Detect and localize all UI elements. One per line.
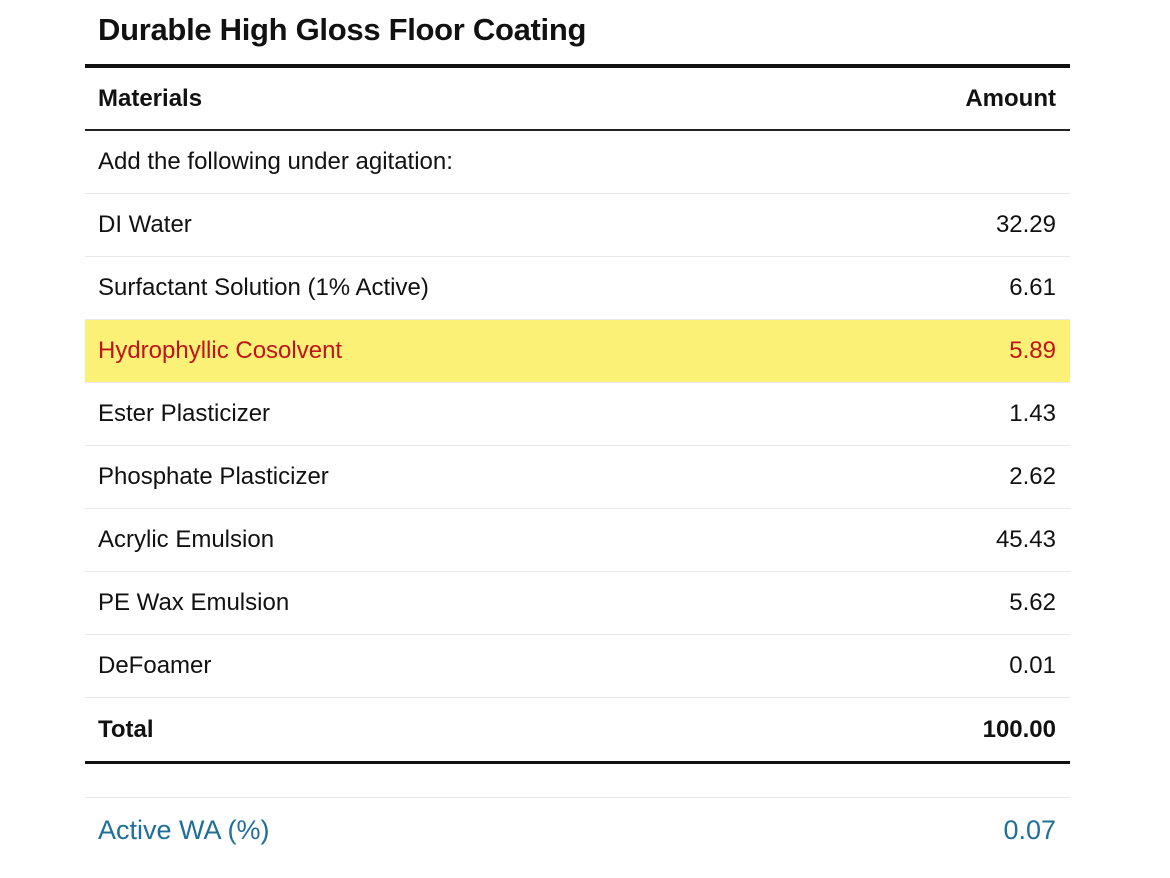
amount-column-header: Amount: [965, 84, 1056, 112]
materials-column-header: Materials: [98, 84, 203, 112]
material-name: Hydrophyllic Cosolvent: [98, 337, 343, 364]
material-amount: 2.62: [1009, 463, 1056, 490]
material-amount: 6.61: [1009, 274, 1056, 301]
top-rule: [85, 64, 1070, 68]
instruction-text: Add the following under agitation:: [98, 148, 453, 175]
active-wa-label: Active WA (%): [98, 814, 270, 845]
material-amount: 32.29: [995, 211, 1056, 238]
table-header-row: Materials Amount: [85, 68, 1070, 131]
material-amount: 45.43: [995, 526, 1056, 553]
active-wa-value: 0.07: [1003, 814, 1056, 845]
table-row: DeFoamer 0.01: [85, 635, 1070, 698]
material-name: Surfactant Solution (1% Active): [98, 274, 429, 301]
material-amount: 5.62: [1009, 589, 1056, 616]
table-row: Phosphate Plasticizer 2.62: [85, 446, 1070, 509]
material-name: PE Wax Emulsion: [98, 589, 290, 616]
total-amount: 100.00: [982, 715, 1056, 743]
material-amount: 0.01: [1009, 652, 1056, 679]
table-row: Acrylic Emulsion 45.43: [85, 509, 1070, 572]
table-row: Surfactant Solution (1% Active) 6.61: [85, 257, 1070, 320]
table-row: Ester Plasticizer 1.43: [85, 383, 1070, 446]
material-amount: 5.89: [1009, 337, 1056, 364]
active-wa-row: Active WA (%) 0.07: [85, 798, 1070, 862]
material-name: DI Water: [98, 211, 192, 238]
table-row: DI Water 32.29: [85, 194, 1070, 257]
spacer-row: [85, 764, 1070, 798]
table-row: PE Wax Emulsion 5.62: [85, 572, 1070, 635]
material-amount: 1.43: [1009, 400, 1056, 427]
material-name: Phosphate Plasticizer: [98, 463, 329, 490]
total-row: Total 100.00: [85, 698, 1070, 761]
material-name: Acrylic Emulsion: [98, 526, 275, 553]
instruction-row: Add the following under agitation:: [85, 131, 1070, 194]
material-name: DeFoamer: [98, 652, 212, 679]
bottom-rule: [85, 761, 1070, 764]
material-name: Ester Plasticizer: [98, 400, 271, 427]
total-label: Total: [98, 715, 154, 743]
highlighted-table-row: Hydrophyllic Cosolvent 5.89: [85, 320, 1070, 383]
formulation-table: Materials Amount Add the following under…: [85, 64, 1070, 862]
page-title: Durable High Gloss Floor Coating: [98, 12, 587, 47]
